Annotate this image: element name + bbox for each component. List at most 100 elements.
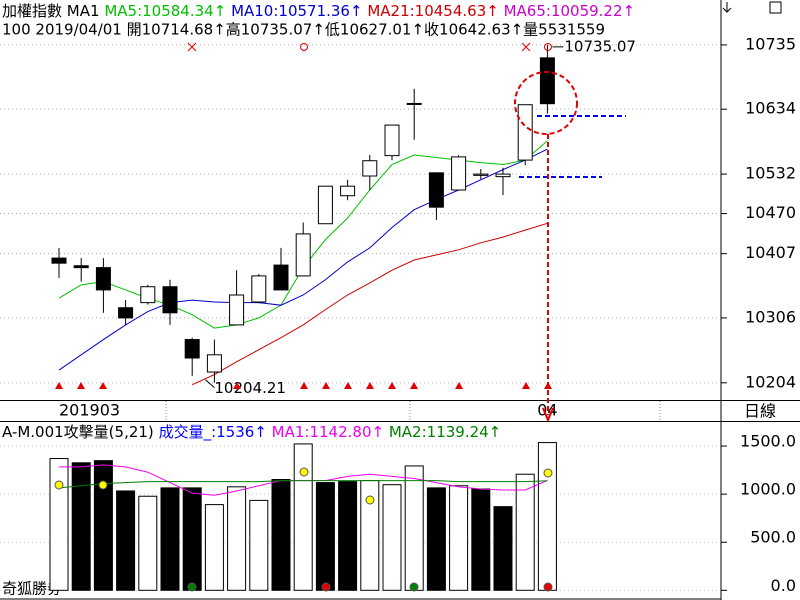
legend-entry: MA1:1142.80↑ (272, 423, 384, 441)
candle-body (384, 124, 400, 157)
candle-body (162, 286, 178, 314)
signal-dot (54, 480, 64, 490)
volume-bar (315, 482, 335, 591)
date-ticks (165, 401, 661, 421)
volume-bar (182, 487, 202, 591)
signals (55, 42, 552, 389)
signal-dot (187, 582, 197, 592)
volume-bar (71, 462, 91, 591)
signal-circle (300, 43, 308, 51)
y-tick-label: 1000.0 (740, 480, 796, 499)
candle-body (73, 265, 89, 269)
header: A-M.001攻擊量(5,21) 成交量_:1536↑ MA1:1142.80↑… (2, 423, 501, 442)
volume-bar (537, 442, 557, 591)
annotation: 10735.07 (564, 37, 636, 55)
watermark: 奇狐勝券 (2, 580, 62, 598)
signal-dot (409, 582, 419, 592)
signal-cross (187, 42, 197, 52)
volume-bar (204, 504, 224, 591)
period: 日線 (744, 402, 776, 421)
y-tick-label: 500.0 (750, 528, 796, 547)
legend-entry: MA10:10571.36↑ (231, 2, 362, 20)
volume-ma-line (58, 480, 548, 489)
indicator: MA1 (67, 2, 100, 20)
volume-bar (493, 506, 513, 591)
volume-bar (426, 487, 446, 591)
x-tick-label: 201903 (59, 401, 120, 420)
volume-bar (93, 460, 113, 591)
title: A-M.001攻擊量(5,21) (2, 423, 154, 441)
candle-body (340, 185, 356, 197)
signal-triangle (55, 382, 552, 389)
candle-body (206, 354, 222, 373)
y-tick-label: 0.0 (771, 576, 796, 595)
volume-bar (449, 485, 469, 591)
window-icon (769, 1, 782, 14)
candle-body (51, 257, 67, 264)
overlay (514, 71, 626, 423)
candle-body (428, 172, 444, 208)
y-tick-label: 10204 (745, 372, 796, 391)
volume-bar (338, 481, 358, 591)
y-tick-label: 10532 (745, 164, 796, 183)
signal-circle (544, 43, 552, 51)
ma-line (191, 222, 548, 386)
title: 加權指數 (2, 2, 62, 20)
legend-entry: MA5:10584.34↑ (104, 2, 226, 20)
candle-body (495, 173, 511, 178)
candle-body (451, 156, 467, 191)
highlight-circle (514, 71, 578, 135)
signal-dot (98, 480, 108, 490)
signal-dot (365, 495, 375, 505)
y-tick-label: 10407 (745, 243, 796, 262)
y-tick-label: 10735 (745, 34, 796, 53)
volume-bar (138, 495, 158, 591)
scroll-icon (722, 2, 732, 13)
candle-body (95, 267, 111, 291)
legend-entry: MA2:1139.24↑ (389, 423, 501, 441)
y-tick-label: 10306 (745, 307, 796, 326)
candle-body (229, 294, 245, 326)
volume-bar (404, 465, 424, 591)
candle-body (184, 339, 200, 359)
volume-bar (49, 458, 69, 591)
candle-body (517, 104, 533, 161)
volume-bar (249, 499, 269, 591)
signal-cross (521, 42, 531, 52)
candle-body (251, 275, 267, 303)
volume-bar (293, 443, 313, 591)
candle-body (118, 307, 134, 319)
volume-bar (227, 486, 247, 591)
volume-bar (160, 487, 180, 591)
volume-bar (271, 479, 291, 591)
candle-body (140, 286, 156, 304)
volume-bar (382, 484, 402, 591)
legend-entry: 成交量_:1536↑ (159, 423, 267, 442)
volume-bar (471, 488, 491, 591)
signal-dot (543, 582, 553, 592)
candle-body (539, 57, 555, 105)
annotation-leader (205, 379, 215, 389)
candle-body (406, 102, 422, 105)
y-tick-label: 10634 (745, 99, 796, 118)
arrow-head (542, 407, 554, 423)
signal-dot (299, 467, 309, 477)
signal-dot (543, 468, 553, 478)
header: 加權指數 MA1 MA5:10584.34↑ MA10:10571.36↑ MA… (2, 2, 635, 20)
candle-body (273, 264, 289, 291)
annotation: 10204.21 (214, 379, 286, 397)
volume-bar (515, 473, 535, 591)
candle-body (362, 160, 378, 177)
info: 100 2019/04/01 開10714.68↑高10735.07↑低1062… (2, 21, 605, 39)
signal-dot (321, 582, 331, 592)
legend-entry: MA21:10454.63↑ (367, 2, 498, 20)
volume-bar (116, 490, 136, 591)
candle-body (295, 233, 311, 277)
candle-body (317, 185, 333, 225)
y-tick-label: 1500.0 (740, 432, 796, 451)
y-tick-label: 10470 (745, 203, 796, 222)
signal-triangles (55, 382, 552, 389)
window-icons (722, 1, 782, 14)
